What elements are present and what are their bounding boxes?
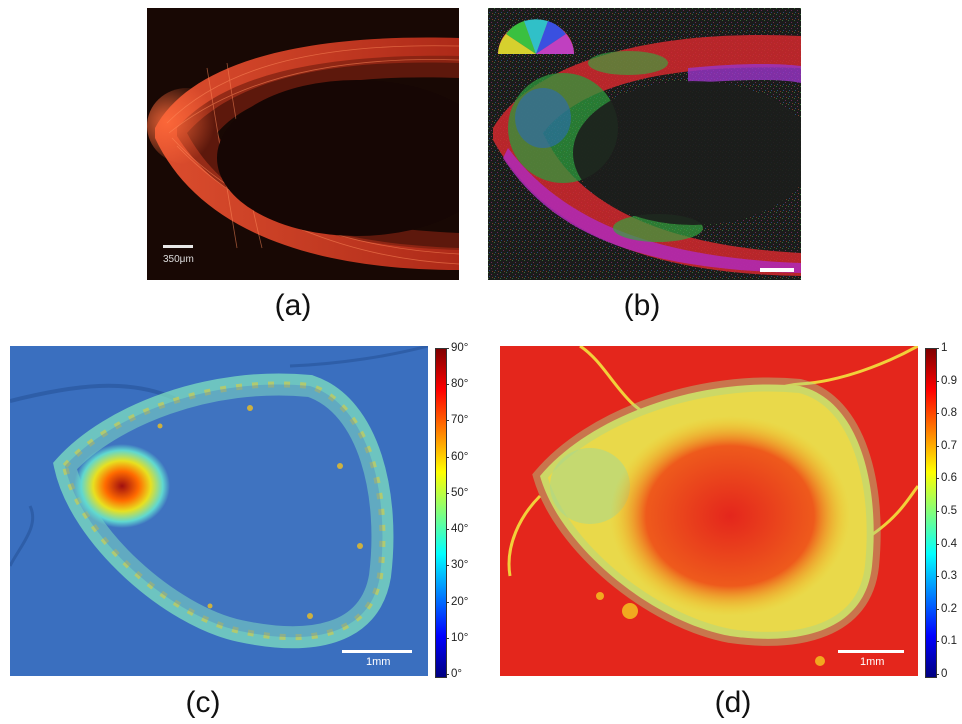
- colorbar-tick-mark: [936, 348, 939, 349]
- colorbar-tick-mark: [446, 674, 449, 675]
- caption-a: (a): [274, 289, 312, 322]
- scale-bar-label-c: 1mm: [366, 656, 391, 668]
- colorbar-tick-label: 0.5: [941, 505, 957, 517]
- colorbar-tick-mark: [446, 457, 449, 458]
- colorbar-tick-label: 0°: [451, 668, 462, 680]
- colorbar-tick-mark: [936, 478, 939, 479]
- colorbar-tick-mark: [446, 493, 449, 494]
- caption-d: (d): [714, 686, 752, 719]
- colorbar-tick-label: 0.3: [941, 570, 957, 582]
- colorbar-d: [925, 348, 937, 678]
- colorbar-tick-label: 50°: [451, 487, 469, 499]
- colorbar-tick-mark: [936, 446, 939, 447]
- colorbar-tick-mark: [936, 576, 939, 577]
- scale-bar-d: [838, 650, 904, 653]
- colorbar-tick-mark: [446, 602, 449, 603]
- colorbar-tick-label: 0.4: [941, 538, 957, 550]
- orientation-color-wheel: [498, 19, 574, 54]
- colorbar-tick-mark: [936, 609, 939, 610]
- caption-c: (c): [185, 686, 221, 719]
- colorbar-tick-label: 40°: [451, 523, 469, 535]
- anisotropy-map-d: [500, 346, 918, 676]
- colorbar-tick-label: 10°: [451, 632, 469, 644]
- angle-map-c: [10, 346, 428, 676]
- scale-bar-a: [163, 245, 193, 248]
- colorbar-tick-mark: [446, 638, 449, 639]
- panel-a-image: 350μm: [147, 8, 459, 280]
- colorbar-tick-label: 30°: [451, 559, 469, 571]
- colorbar-tick-label: 90°: [451, 342, 469, 354]
- fiber-micrograph-a: [147, 8, 459, 280]
- colorbar-tick-label: 0.2: [941, 603, 957, 615]
- colorbar-tick-mark: [936, 641, 939, 642]
- colorbar-tick-label: 1: [941, 342, 948, 354]
- colorbar-tick-label: 80°: [451, 378, 469, 390]
- colorbar-tick-mark: [936, 511, 939, 512]
- colorbar-tick-mark: [936, 544, 939, 545]
- panel-d-image: 1mm: [500, 346, 918, 676]
- colorbar-tick-mark: [446, 529, 449, 530]
- scale-bar-label-d: 1mm: [860, 656, 885, 668]
- colorbar-tick-label: 0.9: [941, 375, 957, 387]
- colorbar-tick-label: 0.8: [941, 407, 957, 419]
- scale-bar-label-a: 350μm: [163, 254, 194, 265]
- scale-bar-b: [760, 268, 794, 272]
- panel-b-image: [488, 8, 801, 280]
- colorbar-tick-mark: [446, 420, 449, 421]
- colorbar-tick-label: 0.1: [941, 635, 957, 647]
- colorbar-tick-label: 0.7: [941, 440, 957, 452]
- colorbar-tick-label: 0: [941, 668, 948, 680]
- colorbar-tick-label: 0.6: [941, 472, 957, 484]
- caption-b: (b): [623, 289, 661, 322]
- colorbar-tick-label: 20°: [451, 596, 469, 608]
- scale-bar-c: [342, 650, 412, 653]
- orientation-map-b: [488, 8, 801, 280]
- colorbar-tick-mark: [936, 674, 939, 675]
- colorbar-tick-mark: [936, 381, 939, 382]
- colorbar-tick-mark: [446, 348, 449, 349]
- colorbar-c: [435, 348, 447, 678]
- panel-c-image: 1mm: [10, 346, 428, 676]
- colorbar-tick-mark: [446, 384, 449, 385]
- colorbar-tick-label: 60°: [451, 451, 469, 463]
- colorbar-tick-label: 70°: [451, 414, 469, 426]
- colorbar-tick-mark: [936, 413, 939, 414]
- colorbar-tick-mark: [446, 565, 449, 566]
